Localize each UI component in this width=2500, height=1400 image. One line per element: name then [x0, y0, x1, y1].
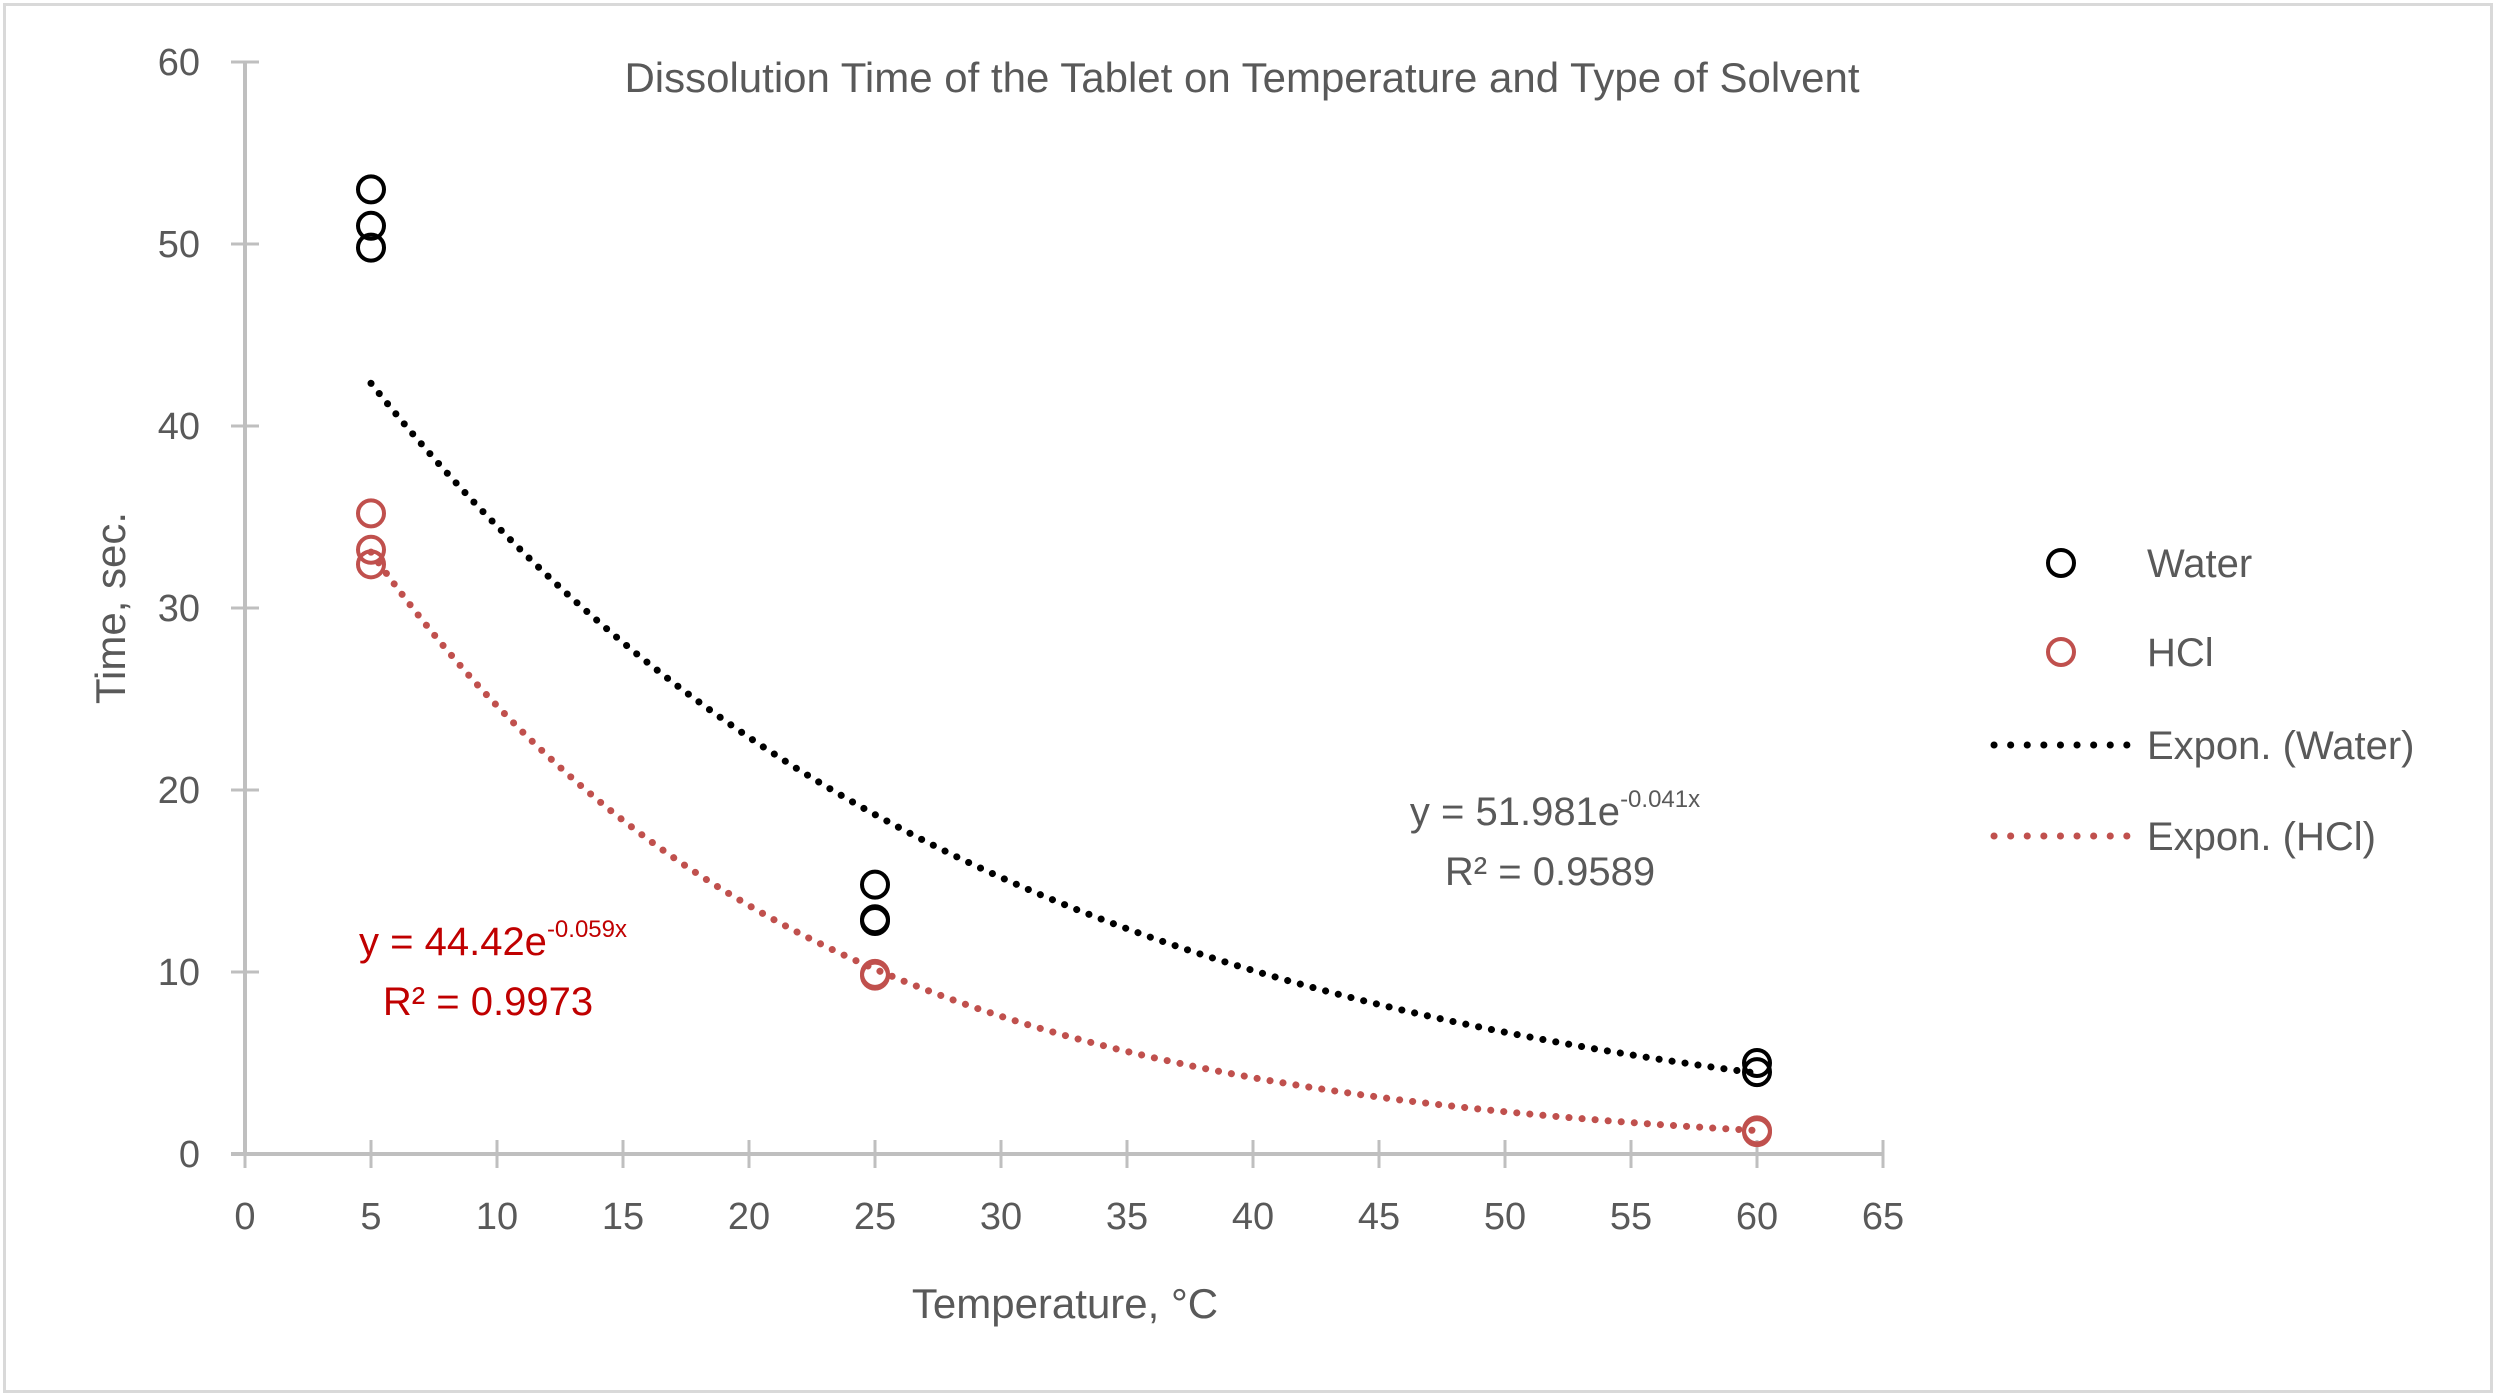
data-points — [356, 174, 1772, 1148]
legend-label: Water — [2147, 542, 2252, 586]
x-tick-label: 45 — [1358, 1196, 1400, 1238]
point-water — [860, 906, 890, 937]
point-hcl — [356, 549, 386, 580]
point-hcl — [356, 498, 386, 529]
point-water — [356, 174, 386, 205]
equation-exponent: -0.041x — [1620, 786, 1700, 813]
x-tick-label: 35 — [1106, 1196, 1148, 1238]
y-axis-title: Time, sec. — [87, 512, 134, 704]
trendline-equation: y = 51.981e-0.041x — [1410, 786, 1700, 834]
x-axis-title: Temperature, °C — [912, 1280, 1218, 1327]
y-tick-label: 10 — [158, 952, 200, 994]
y-tick-label: 0 — [179, 1134, 200, 1176]
x-tick-label: 60 — [1736, 1196, 1778, 1238]
x-tick-label: 10 — [476, 1196, 518, 1238]
equation-base: y = 51.981e — [1410, 790, 1620, 834]
x-tick-label: 15 — [602, 1196, 644, 1238]
y-tick-label: 20 — [158, 770, 200, 812]
legend-label: Expon. (Water) — [2147, 724, 2414, 768]
point-water — [356, 210, 386, 241]
x-tick-label: 55 — [1610, 1196, 1652, 1238]
x-tick-label: 65 — [1862, 1196, 1904, 1238]
legend-item-water[interactable]: Water — [2046, 542, 2252, 586]
x-tick-label: 20 — [728, 1196, 770, 1238]
point-water — [1742, 1048, 1772, 1078]
point-hcl — [356, 534, 386, 565]
y-tick-label: 60 — [158, 42, 200, 84]
point-water — [860, 869, 890, 900]
point-water — [1742, 1057, 1772, 1088]
y-tick-label: 30 — [158, 588, 200, 630]
chart-title: Dissolution Time of the Tablet on Temper… — [624, 54, 1859, 101]
axes: 0 10 20 30 40 50 60 0 5 10 15 20 25 30 35 40 45 50 55 60 65 — [158, 42, 1904, 1238]
x-tick-label: 5 — [360, 1196, 381, 1238]
chart-area — [3, 3, 2493, 1393]
legend-item-hcl[interactable]: HCl — [2046, 631, 2214, 675]
point-water — [356, 232, 386, 263]
trendline-equation: y = 44.42e-0.059x — [359, 916, 627, 964]
equation-exponent: -0.059x — [547, 916, 627, 943]
legend-item-expon-water[interactable]: Expon. (Water) — [1990, 724, 2414, 768]
legend-marker-icon — [2046, 548, 2076, 578]
legend-label: HCl — [2147, 631, 2214, 675]
trendline-r2: R² = 0.9973 — [383, 980, 593, 1024]
trendline-hcl — [367, 548, 1761, 1134]
equation-base: y = 44.42e — [359, 920, 547, 964]
y-tick-label: 40 — [158, 406, 200, 448]
x-tick-label: 30 — [980, 1196, 1022, 1238]
legend-marker-icon — [2046, 637, 2076, 667]
y-tick-label: 50 — [158, 224, 200, 266]
x-tick-label: 25 — [854, 1196, 896, 1238]
trendline-r2: R² = 0.9589 — [1445, 850, 1655, 894]
trendline-water — [367, 379, 1761, 1077]
x-tick-label: 50 — [1484, 1196, 1526, 1238]
x-tick-label: 0 — [234, 1196, 255, 1238]
x-tick-label: 40 — [1232, 1196, 1274, 1238]
trendlines — [367, 379, 1761, 1134]
legend[interactable]: Water HCl Expon. (Water) Expon. (HCl) — [1990, 542, 2414, 859]
point-hcl — [1742, 1117, 1772, 1148]
legend-item-expon-hcl[interactable]: Expon. (HCl) — [1990, 815, 2376, 859]
point-hcl — [860, 958, 890, 989]
legend-label: Expon. (HCl) — [2147, 815, 2376, 859]
